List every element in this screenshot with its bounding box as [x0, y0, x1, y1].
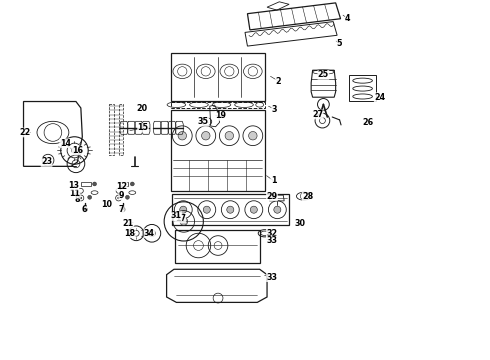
Text: 5: 5 — [337, 40, 343, 49]
Text: 23: 23 — [41, 158, 52, 166]
Text: 32: 32 — [267, 229, 277, 238]
Text: 6: 6 — [81, 205, 87, 214]
Circle shape — [93, 182, 97, 186]
Circle shape — [274, 206, 281, 213]
Text: 10: 10 — [101, 200, 112, 209]
Text: 28: 28 — [302, 192, 313, 201]
Circle shape — [225, 131, 234, 140]
Circle shape — [118, 197, 120, 199]
Circle shape — [88, 195, 92, 199]
Text: 26: 26 — [362, 118, 373, 127]
Text: 27: 27 — [312, 110, 323, 119]
Text: 13: 13 — [68, 181, 79, 190]
Text: 15: 15 — [138, 123, 148, 132]
Text: 16: 16 — [72, 146, 83, 155]
Circle shape — [180, 217, 188, 225]
Circle shape — [227, 206, 234, 213]
Text: 12: 12 — [116, 181, 127, 191]
Circle shape — [180, 206, 187, 213]
Text: 31: 31 — [171, 211, 182, 220]
Text: 33: 33 — [267, 236, 277, 245]
Text: 22: 22 — [19, 128, 30, 137]
Text: 8: 8 — [74, 195, 80, 204]
Text: 11: 11 — [69, 189, 80, 198]
Text: 20: 20 — [137, 104, 147, 113]
Circle shape — [80, 197, 82, 199]
Text: 24: 24 — [374, 93, 385, 102]
Circle shape — [203, 206, 210, 213]
Circle shape — [125, 195, 129, 199]
Circle shape — [130, 182, 134, 186]
Text: 34: 34 — [144, 229, 155, 238]
Text: 35: 35 — [198, 117, 209, 126]
Text: 2: 2 — [275, 77, 281, 85]
Circle shape — [72, 148, 77, 153]
Text: 21: 21 — [123, 219, 134, 228]
Circle shape — [201, 131, 210, 140]
Text: 19: 19 — [215, 112, 226, 120]
Circle shape — [248, 131, 257, 140]
Text: 9: 9 — [119, 191, 124, 199]
Text: 30: 30 — [294, 219, 305, 228]
Text: 18: 18 — [124, 229, 135, 238]
Circle shape — [178, 131, 187, 140]
Text: 25: 25 — [318, 71, 329, 79]
Text: 3: 3 — [271, 104, 277, 113]
Text: 33: 33 — [267, 273, 277, 282]
Text: 4: 4 — [345, 14, 351, 23]
Circle shape — [250, 206, 257, 213]
Text: 14: 14 — [60, 139, 71, 148]
Text: 29: 29 — [267, 192, 277, 201]
Text: 7: 7 — [119, 205, 124, 214]
Text: 1: 1 — [270, 176, 276, 185]
Text: 17: 17 — [175, 214, 186, 223]
